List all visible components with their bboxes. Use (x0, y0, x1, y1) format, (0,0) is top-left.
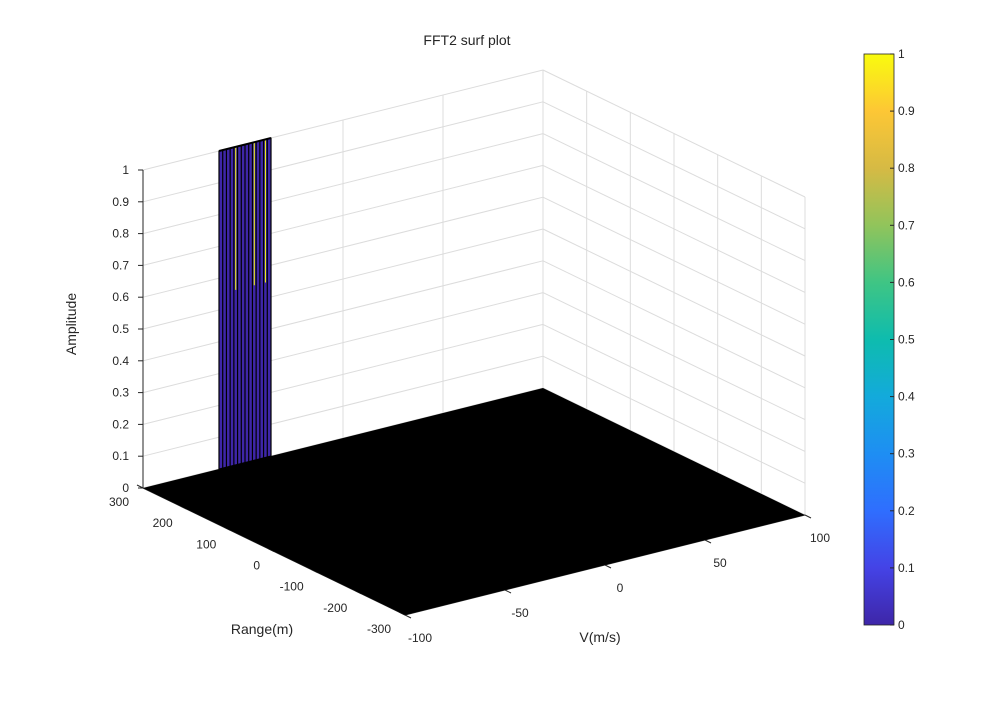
colorbar: 0 0.1 0.2 0.3 0.4 0.5 0.6 0.7 0.8 0.9 1 (863, 47, 915, 632)
tick-labels: 0 0.1 0.2 0.3 0.4 0.5 0.6 0.7 0.8 0.9 1 -100 -50 0 50 1… (109, 163, 830, 645)
x-tick-label: -50 (511, 606, 529, 620)
z-tick-label: 0.4 (112, 354, 129, 368)
y-tick-label: 200 (153, 516, 173, 530)
z-tick-label: 0.9 (112, 195, 129, 209)
colorbar-tick-label: 0.7 (898, 218, 915, 232)
y-tick-label: 300 (109, 495, 129, 509)
colorbar-gradient (863, 53, 895, 626)
colorbar-tick-label: 0.3 (898, 447, 915, 461)
z-tick-label: 0.5 (112, 322, 129, 336)
z-tick-label: 0.7 (112, 258, 129, 272)
x-tick (504, 589, 512, 594)
colorbar-tick-label: 0.6 (898, 275, 915, 289)
colorbar-tick-label: 1 (898, 47, 905, 61)
x-tick (804, 514, 812, 519)
colorbar-tick-label: 0.9 (898, 104, 915, 118)
x-axis-label: V(m/s) (579, 629, 620, 645)
y-axis-label: Range(m) (231, 621, 293, 637)
z-tick-label: 0.3 (112, 386, 129, 400)
z-tick-label: 0.6 (112, 290, 129, 304)
colorbar-tick-label: 0 (898, 618, 905, 632)
y-tick-label: -100 (280, 580, 304, 594)
x-tick (704, 539, 712, 544)
z-axis-label: Amplitude (63, 293, 79, 355)
colorbar-tick-label: 0.5 (898, 333, 915, 347)
y-tick-label: -300 (367, 622, 391, 636)
peak-top-edge (218, 137, 272, 152)
y-tick-label: -200 (323, 601, 347, 615)
z-tick-label: 1 (122, 163, 129, 177)
surface-floor (143, 388, 805, 615)
y-tick (136, 484, 144, 489)
z-tick-label: 0.2 (112, 417, 129, 431)
x-tick-label: 0 (617, 581, 624, 595)
x-tick-label: -100 (408, 631, 432, 645)
x-tick-label: 100 (810, 531, 830, 545)
colorbar-tick-label: 0.2 (898, 504, 915, 518)
x-tick (604, 564, 612, 569)
z-tick-label: 0.8 (112, 227, 129, 241)
surface-floor-polygon (143, 388, 805, 615)
y-tick-label: 0 (253, 559, 260, 573)
z-tick-label: 0 (122, 481, 129, 495)
x-tick-label: 50 (713, 556, 727, 570)
colorbar-tick-label: 0.4 (898, 390, 915, 404)
x-tick (404, 614, 412, 619)
y-tick-label: 100 (196, 537, 216, 551)
colorbar-tick-label: 0.1 (898, 561, 915, 575)
z-tick-label: 0.1 (112, 449, 129, 463)
chart-title: FFT2 surf plot (423, 32, 510, 48)
surface-peak (218, 137, 272, 470)
colorbar-tick-label: 0.8 (898, 161, 915, 175)
